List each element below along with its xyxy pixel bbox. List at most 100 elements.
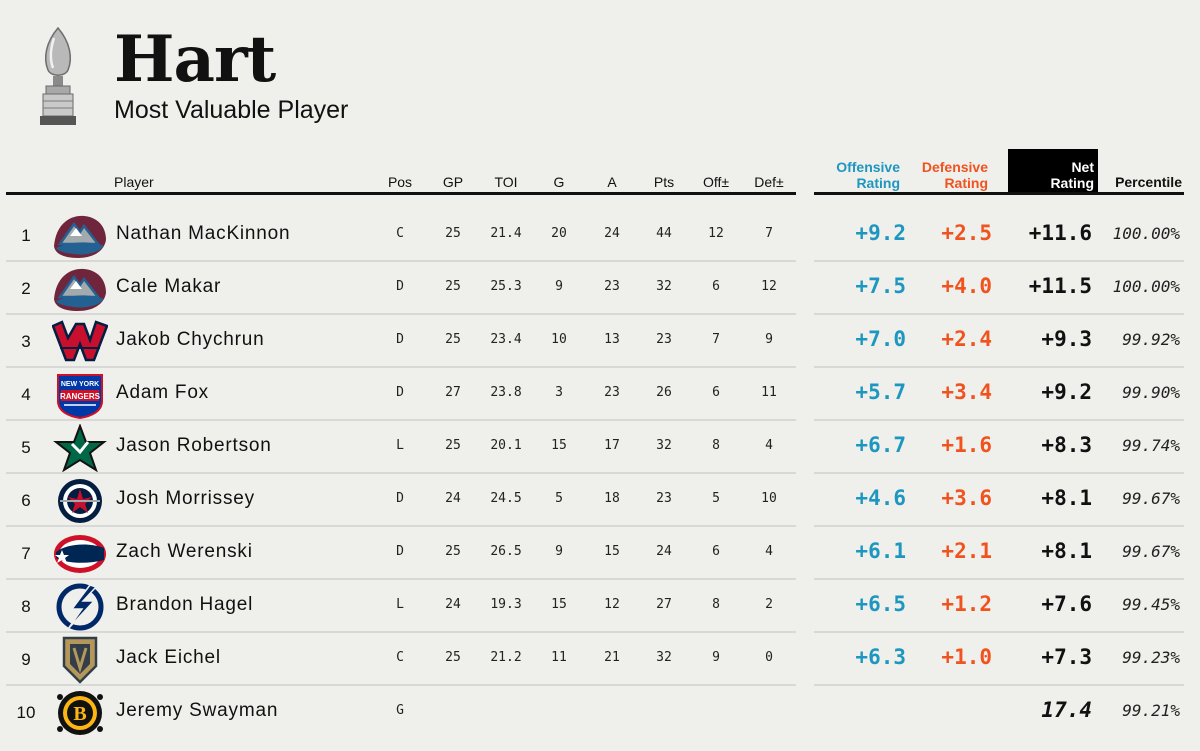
col-header-pos: Pos [387,174,413,190]
stat-pos: C [396,226,404,241]
stat-g: 9 [555,544,563,559]
stat-pos: D [396,491,404,506]
percentile: 100.00% [1112,277,1180,296]
col-header-defensive-rating: Defensive Rating [908,159,988,191]
stat-off-pm: 6 [712,385,720,400]
percentile: 100.00% [1112,224,1180,243]
stat-off-pm: 6 [712,279,720,294]
stat-g: 20 [551,226,567,241]
stat-pts: 44 [656,226,672,241]
net-rating: +9.2 [1041,380,1092,404]
stat-off-pm: 6 [712,544,720,559]
header-divider-left [6,192,796,195]
table-row: 2 Cale Makar D 25 25.3 9 23 32 6 12 +7.5 +4.0 +11.5 1… [0,263,1200,315]
capitals-logo-icon [51,318,109,366]
stat-pts: 23 [656,491,672,506]
stat-a: 24 [604,226,620,241]
blue-jackets-logo-icon [52,530,108,578]
stat-gp: 27 [445,385,461,400]
percentile: 99.67% [1122,489,1180,508]
offensive-rating: +6.7 [855,433,906,457]
row-divider [814,313,1184,315]
stat-g: 11 [551,650,567,665]
percentile: 99.74% [1122,436,1180,455]
col-header-toi: TOI [494,174,518,190]
row-divider [6,472,796,474]
stat-off-pm: 5 [712,491,720,506]
player-rank: 6 [21,491,31,510]
net-rating: +7.3 [1041,645,1092,669]
stat-toi: 21.4 [490,226,522,241]
stat-def-pm: 10 [761,491,777,506]
stat-a: 13 [604,332,620,347]
net-rating: +11.6 [1028,221,1092,245]
page-subtitle: Most Valuable Player [114,96,349,124]
col-header-pts: Pts [653,174,675,190]
net-rating: +8.3 [1041,433,1092,457]
col-header-a: A [607,174,617,190]
defensive-rating: +2.4 [941,327,992,351]
stat-pos: G [396,703,404,718]
stat-def-pm: 7 [765,226,773,241]
col-header-defensive-rating-line1: Defensive [921,159,988,175]
stat-gp: 24 [445,491,461,506]
row-divider [6,366,796,368]
net-rating: 17.4 [1041,698,1092,722]
col-header-g: G [553,174,565,190]
stars-logo-icon [52,423,108,473]
net-rating: +7.6 [1041,592,1092,616]
player-name: Jason Robertson [116,435,272,456]
row-divider [6,631,796,633]
table-row: 7 Zach Werenski D 25 26.5 9 15 24 6 4 +6.1 +2.1 +8.1… [0,528,1200,580]
stat-toi: 25.3 [490,279,522,294]
player-rank: 5 [21,438,31,457]
col-header-offensive-rating: Offensive Rating [820,159,900,191]
player-rank: 9 [21,650,31,669]
col-header-net-rating-line2: Rating [1050,175,1094,191]
row-divider [814,578,1184,580]
stat-def-pm: 4 [765,544,773,559]
player-rank: 4 [21,385,31,404]
player-name: Adam Fox [116,382,209,403]
stat-def-pm: 9 [765,332,773,347]
rangers-logo-icon: NEW YORK RANGERS [52,371,108,420]
net-rating: +9.3 [1041,327,1092,351]
col-header-percentile: Percentile [1115,174,1182,190]
svg-text:NEW YORK: NEW YORK [61,381,99,388]
table-row: 9 Jack Eichel C 25 21.2 11 21 32 9 0 +6.3 +1.0 +7.3 9… [0,634,1200,686]
stat-def-pm: 12 [761,279,777,294]
player-name: Jakob Chychrun [116,329,265,350]
player-name: Cale Makar [116,276,222,297]
col-header-net-rating-line1: Net [1071,159,1094,175]
stat-gp: 24 [445,597,461,612]
percentile: 99.23% [1122,648,1180,667]
net-rating: +11.5 [1028,274,1092,298]
stat-gp: 25 [445,226,461,241]
stat-pos: D [396,385,404,400]
svg-text:RANGERS: RANGERS [60,392,101,401]
stat-off-pm: 8 [712,597,720,612]
col-header-def-pm: Def± [754,174,784,190]
stat-pts: 23 [656,332,672,347]
row-divider [814,525,1184,527]
defensive-rating: +2.5 [941,221,992,245]
stat-toi: 19.3 [490,597,522,612]
header-divider-right [814,192,1184,195]
percentile: 99.67% [1122,542,1180,561]
stat-off-pm: 7 [712,332,720,347]
stat-off-pm: 12 [708,226,724,241]
stat-gp: 25 [445,438,461,453]
col-header-offensive-rating-line1: Offensive [836,159,900,175]
row-divider [6,525,796,527]
table-row: 8 Brandon Hagel L 24 19.3 15 12 27 8 2 +6.5 +1.2 +7.… [0,581,1200,633]
stat-g: 9 [555,279,563,294]
row-divider [6,578,796,580]
stat-gp: 25 [445,332,461,347]
row-divider [814,472,1184,474]
stat-pts: 32 [656,438,672,453]
stat-pos: L [396,597,404,612]
player-rank: 10 [16,703,36,722]
svg-text:B: B [73,703,86,725]
table-row: 5 Jason Robertson L 25 20.1 15 17 32 8 4 +6.7 +1.6 +… [0,422,1200,474]
player-rank: 8 [21,597,31,616]
